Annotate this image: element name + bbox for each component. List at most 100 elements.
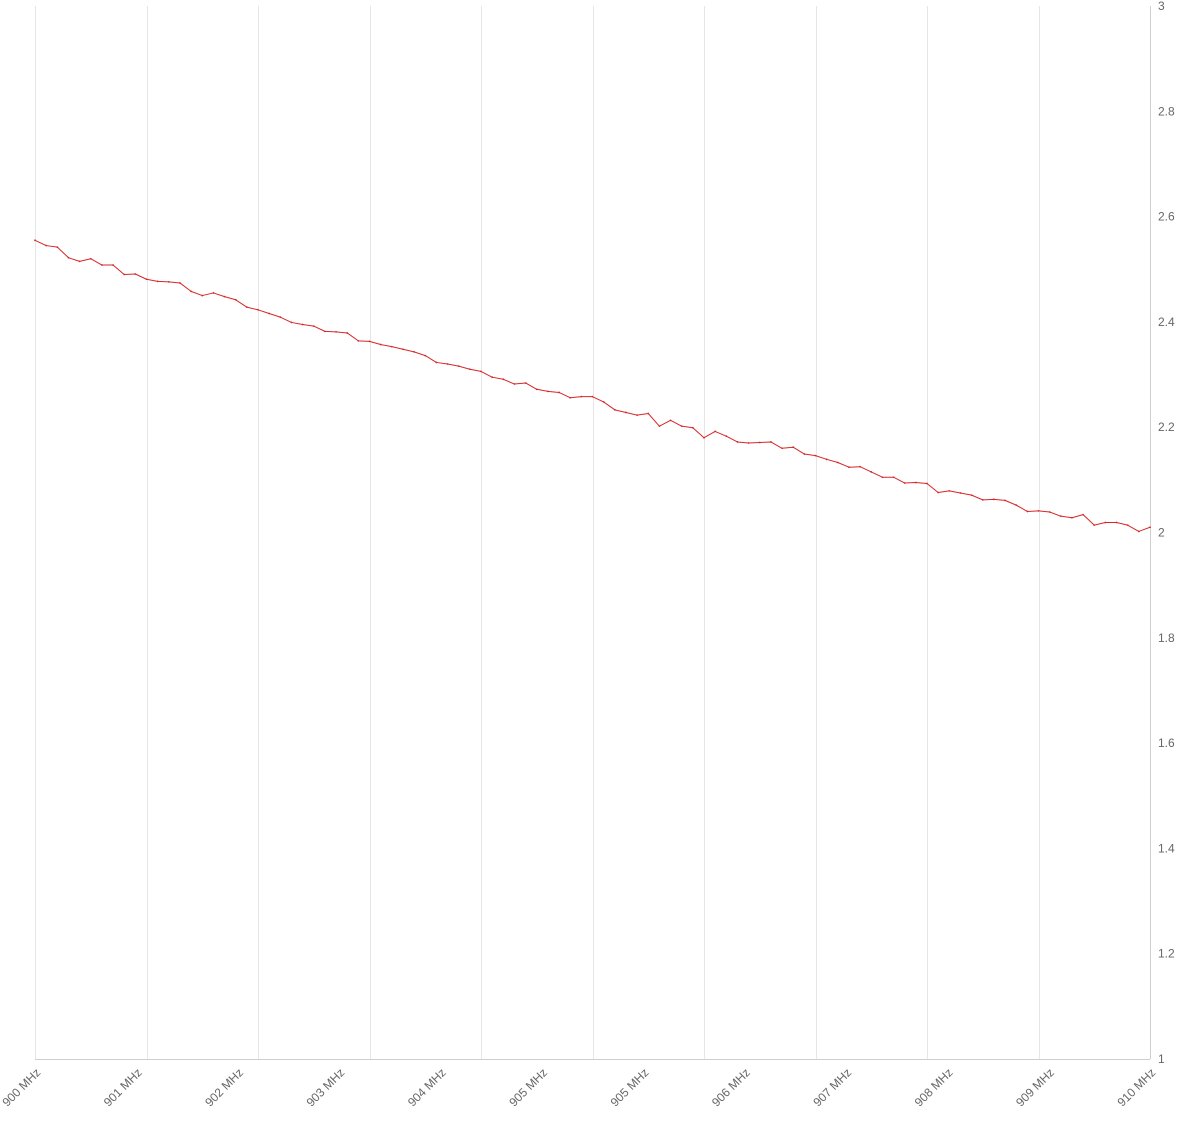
data-point [814,454,817,457]
data-point [234,298,237,301]
data-point [123,273,126,276]
data-point [747,442,750,444]
data-point [970,494,973,497]
data-point [703,436,705,439]
data-point [1137,530,1140,533]
series-layer [34,239,1151,533]
data-point [1104,521,1107,524]
data-point [770,441,772,443]
data-point [558,391,560,394]
data-point [792,446,795,449]
data-point [1048,511,1051,513]
data-point [156,280,159,283]
x-tick-label: 903 MHz [304,1065,348,1109]
y-tick-label: 2.4 [1158,315,1175,329]
data-point [268,312,271,315]
data-point [736,441,739,443]
data-point [1015,504,1018,507]
data-point [89,257,92,260]
data-point [926,482,928,485]
y-tick-label: 2.8 [1158,104,1175,118]
data-point [892,476,895,479]
data-point [602,401,605,403]
x-tick-label: 904 MHz [405,1065,449,1109]
data-point [825,458,828,461]
x-tick-label: 906 MHz [709,1065,753,1109]
data-point [134,273,137,275]
data-point [1071,516,1073,519]
data-point [290,321,293,324]
data-point [636,414,638,416]
data-point [580,395,583,398]
data-point [1149,526,1151,529]
y-tick-label: 1.8 [1158,631,1175,645]
x-tick-label: 910 MHz [1114,1065,1158,1109]
data-point [959,492,962,494]
data-point [279,316,282,319]
x-tick-label: 901 MHz [101,1065,145,1109]
data-point [480,370,482,373]
data-point [948,490,951,492]
data-point [368,340,371,343]
data-point [993,498,995,501]
x-tick-label: 907 MHz [810,1065,854,1109]
y-tick-label: 1.2 [1158,947,1175,961]
x-tick-label: 908 MHz [912,1065,956,1109]
data-point [848,466,850,469]
data-point [524,382,527,384]
data-point [223,295,226,298]
data-point [1115,521,1118,524]
data-point [758,441,761,444]
data-point [1004,499,1006,502]
y-tick-labels: 1 1.2 1.4 1.6 1.8 2 2.2 2.4 2.6 2.8 3 [1158,0,1175,1066]
data-point [1093,524,1096,527]
data-point [547,390,549,393]
data-point [145,278,148,281]
data-point [335,331,337,333]
data-point [67,256,70,259]
data-point [324,330,326,333]
data-point [680,425,683,428]
data-point [112,264,114,266]
data-point [201,294,204,297]
data-point [1082,513,1084,516]
data-point [101,264,103,266]
data-point [390,345,393,348]
y-tick-label: 2 [1158,526,1165,540]
y-tick-label: 1 [1158,1052,1165,1066]
data-point [1126,524,1129,527]
data-point [1059,515,1062,518]
data-point [859,465,861,468]
data-point [45,244,48,247]
data-point [569,396,572,399]
data-point [312,325,315,328]
data-point [78,260,81,263]
data-point [34,239,36,242]
series-line [34,239,1151,532]
data-point [914,481,917,484]
data-point [981,498,984,501]
data-point [413,351,415,353]
data-point [56,246,59,249]
data-point [468,368,471,371]
data-point [179,282,181,284]
data-point [781,447,783,450]
x-tick-labels: 900 MHz 901 MHz 902 MHz 903 MHz 904 MHz 905 M… [0,1065,1158,1109]
data-point [257,308,259,311]
data-point [379,343,382,346]
data-point [836,461,839,464]
x-tick-label: 905 MHz [506,1065,550,1109]
data-point [591,395,594,398]
data-point [803,453,806,455]
grid-lines [35,6,1151,1059]
data-point [424,354,427,357]
data-point [513,383,516,385]
data-point [725,435,728,438]
data-point [613,408,616,411]
data-point [190,290,193,293]
data-point [446,363,449,365]
data-point [245,306,248,309]
data-point [870,471,873,473]
data-point [435,361,438,364]
